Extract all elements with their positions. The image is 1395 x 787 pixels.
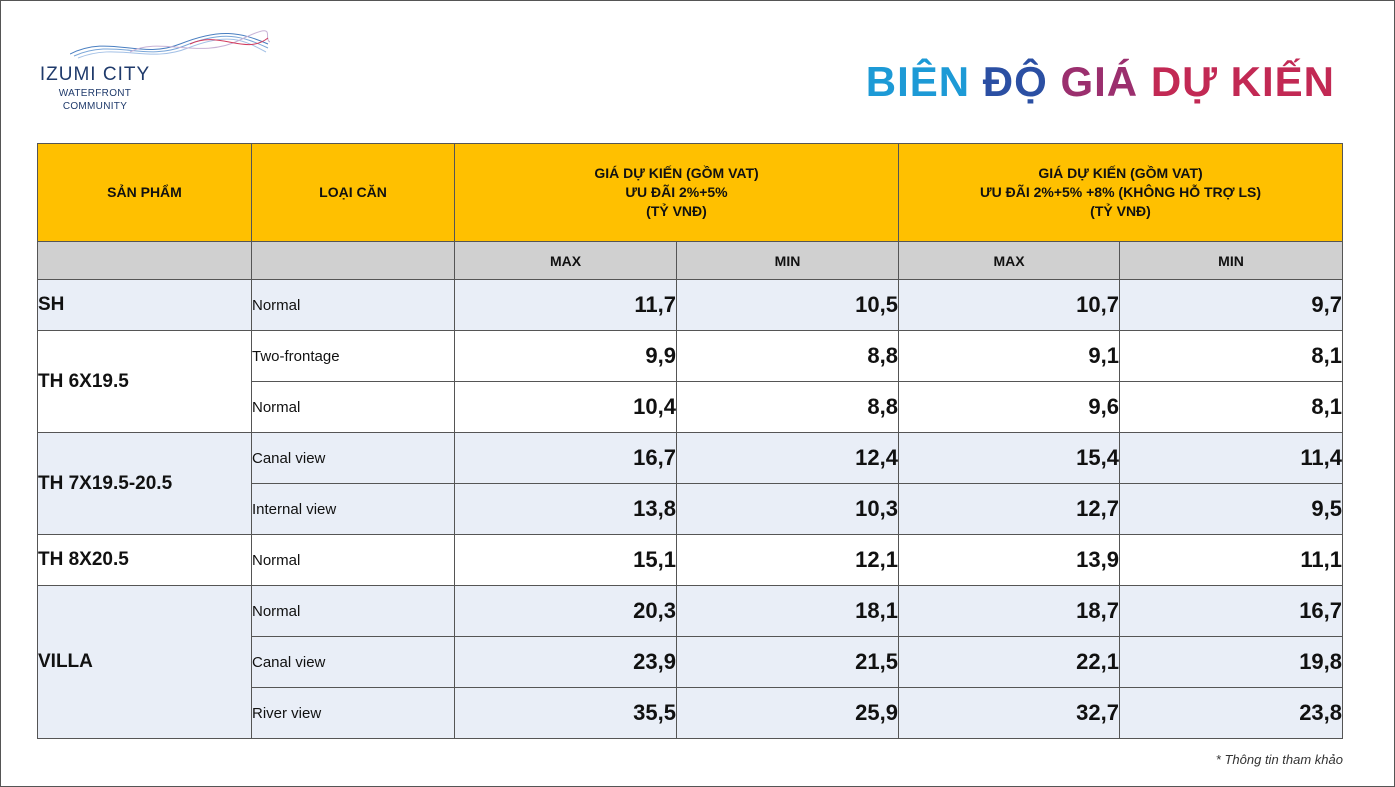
type-cell: Normal xyxy=(251,534,455,586)
max2-cell: 9,1 xyxy=(898,330,1120,382)
header-type: LOẠI CĂN xyxy=(251,143,455,242)
min2-cell: 11,4 xyxy=(1118,432,1344,484)
group2-line2: ƯU ĐÃI 2%+5% +8% (KHÔNG HỖ TRỢ LS) xyxy=(979,184,1262,200)
table-row: Canal view 23,9 21,5 22,1 19,8 xyxy=(38,636,1344,688)
logo-name: IZUMI CITY xyxy=(39,64,151,85)
logo-subtitle-1: WATERFRONT xyxy=(58,88,132,99)
price-table: SẢN PHẨM LOẠI CĂN GIÁ DỰ KIẾN (GỒM VAT) … xyxy=(37,143,1344,739)
min2-cell: 16,7 xyxy=(1118,585,1344,637)
max1-cell: 13,8 xyxy=(454,483,677,535)
max2-cell: 22,1 xyxy=(898,636,1120,688)
subheader-empty-1 xyxy=(37,241,252,280)
logo-subtitle-2: COMMUNITY xyxy=(62,101,128,112)
min1-cell: 10,5 xyxy=(676,279,899,331)
subheader-row: MAX MIN MAX MIN xyxy=(37,241,1344,280)
max1-cell: 10,4 xyxy=(454,381,677,433)
reference-note: * Thông tin tham khảo xyxy=(1215,752,1343,767)
table-row: River view 35,5 25,9 32,7 23,8 xyxy=(38,687,1344,739)
header-row: SẢN PHẨM LOẠI CĂN GIÁ DỰ KIẾN (GỒM VAT) … xyxy=(37,143,1344,242)
group2-line1: GIÁ DỰ KIẾN (GỒM VAT) xyxy=(1038,165,1203,181)
max2-cell: 32,7 xyxy=(898,687,1120,739)
product-cell: TH 6X19.5 xyxy=(37,330,252,433)
max2-cell: 15,4 xyxy=(898,432,1120,484)
subheader-empty-2 xyxy=(251,241,455,280)
wave-logo-icon xyxy=(70,30,270,59)
min1-cell: 8,8 xyxy=(676,381,899,433)
table-row: SH Normal 11,7 10,5 10,7 9,7 xyxy=(37,279,1344,331)
max1-cell: 35,5 xyxy=(454,687,677,739)
max1-cell: 20,3 xyxy=(454,585,677,637)
min1-cell: 10,3 xyxy=(676,483,899,535)
subheader-min-2: MIN xyxy=(1118,241,1344,280)
min1-cell: 12,1 xyxy=(676,534,899,586)
title-part-1: BIÊN xyxy=(865,58,971,105)
max2-cell: 12,7 xyxy=(898,483,1120,535)
title-part-3: GIÁ xyxy=(1060,58,1139,105)
max2-cell: 13,9 xyxy=(898,534,1120,586)
min2-cell: 9,5 xyxy=(1118,483,1344,535)
max1-cell: 16,7 xyxy=(454,432,677,484)
min1-cell: 12,4 xyxy=(676,432,899,484)
min2-cell: 23,8 xyxy=(1118,687,1344,739)
subheader-min-1: MIN xyxy=(676,241,899,280)
type-cell: Canal view xyxy=(251,432,455,484)
type-cell: Normal xyxy=(251,279,455,331)
header-product: SẢN PHẨM xyxy=(37,143,252,242)
title-part-2: ĐỘ xyxy=(982,58,1048,105)
min2-cell: 8,1 xyxy=(1118,381,1344,433)
izumi-city-logo: IZUMI CITY WATERFRONT COMMUNITY xyxy=(30,30,270,120)
group1-line3: (TỶ VNĐ) xyxy=(646,203,707,219)
min1-cell: 8,8 xyxy=(676,330,899,382)
type-cell: Two-frontage xyxy=(251,330,455,382)
min2-cell: 11,1 xyxy=(1118,534,1344,586)
table-row: TH 6X19.5 Two-frontage 9,9 8,8 9,1 8,1 xyxy=(37,330,1344,433)
min2-cell: 19,8 xyxy=(1118,636,1344,688)
header-group-2: GIÁ DỰ KIẾN (GỒM VAT) ƯU ĐÃI 2%+5% +8% (… xyxy=(897,143,1344,242)
type-cell: Canal view xyxy=(251,636,455,688)
subheader-max-2: MAX xyxy=(898,241,1120,280)
table-row: TH 8X20.5 Normal 15,1 12,1 13,9 11,1 xyxy=(37,534,1344,586)
max1-cell: 11,7 xyxy=(454,279,677,331)
group2-line3: (TỶ VNĐ) xyxy=(1090,203,1151,219)
min2-cell: 9,7 xyxy=(1118,279,1344,331)
table-row: TH 7X19.5-20.5 Canal view 16,7 12,4 15,4… xyxy=(37,432,1344,535)
max2-cell: 9,6 xyxy=(898,381,1120,433)
min1-cell: 25,9 xyxy=(676,687,899,739)
group1-line1: GIÁ DỰ KIẾN (GỒM VAT) xyxy=(594,165,759,181)
group1-line2: ƯU ĐÃI 2%+5% xyxy=(625,184,728,200)
table-row: VILLA Normal 20,3 18,1 18,7 16,7 xyxy=(37,585,1344,739)
min1-cell: 18,1 xyxy=(676,585,899,637)
product-cell: TH 7X19.5-20.5 xyxy=(37,432,252,535)
header-group-1: GIÁ DỰ KIẾN (GỒM VAT) ƯU ĐÃI 2%+5% (TỶ V… xyxy=(454,143,899,242)
page-title: BIÊN ĐỘ GIÁ DỰ KIẾN xyxy=(866,58,1335,106)
max2-cell: 10,7 xyxy=(898,279,1120,331)
product-cell: TH 8X20.5 xyxy=(37,534,252,586)
max1-cell: 15,1 xyxy=(454,534,677,586)
max1-cell: 9,9 xyxy=(454,330,677,382)
min2-cell: 8,1 xyxy=(1118,330,1344,382)
table-row: Internal view 13,8 10,3 12,7 9,5 xyxy=(38,483,1344,535)
min1-cell: 21,5 xyxy=(676,636,899,688)
type-cell: Normal xyxy=(251,381,455,433)
product-cell: VILLA xyxy=(37,585,252,739)
subheader-max-1: MAX xyxy=(454,241,677,280)
type-cell: River view xyxy=(251,687,455,739)
product-cell: SH xyxy=(37,279,252,331)
type-cell: Normal xyxy=(251,585,455,637)
title-part-4: DỰ KIẾN xyxy=(1150,58,1335,105)
max2-cell: 18,7 xyxy=(898,585,1120,637)
max1-cell: 23,9 xyxy=(454,636,677,688)
type-cell: Internal view xyxy=(251,483,455,535)
